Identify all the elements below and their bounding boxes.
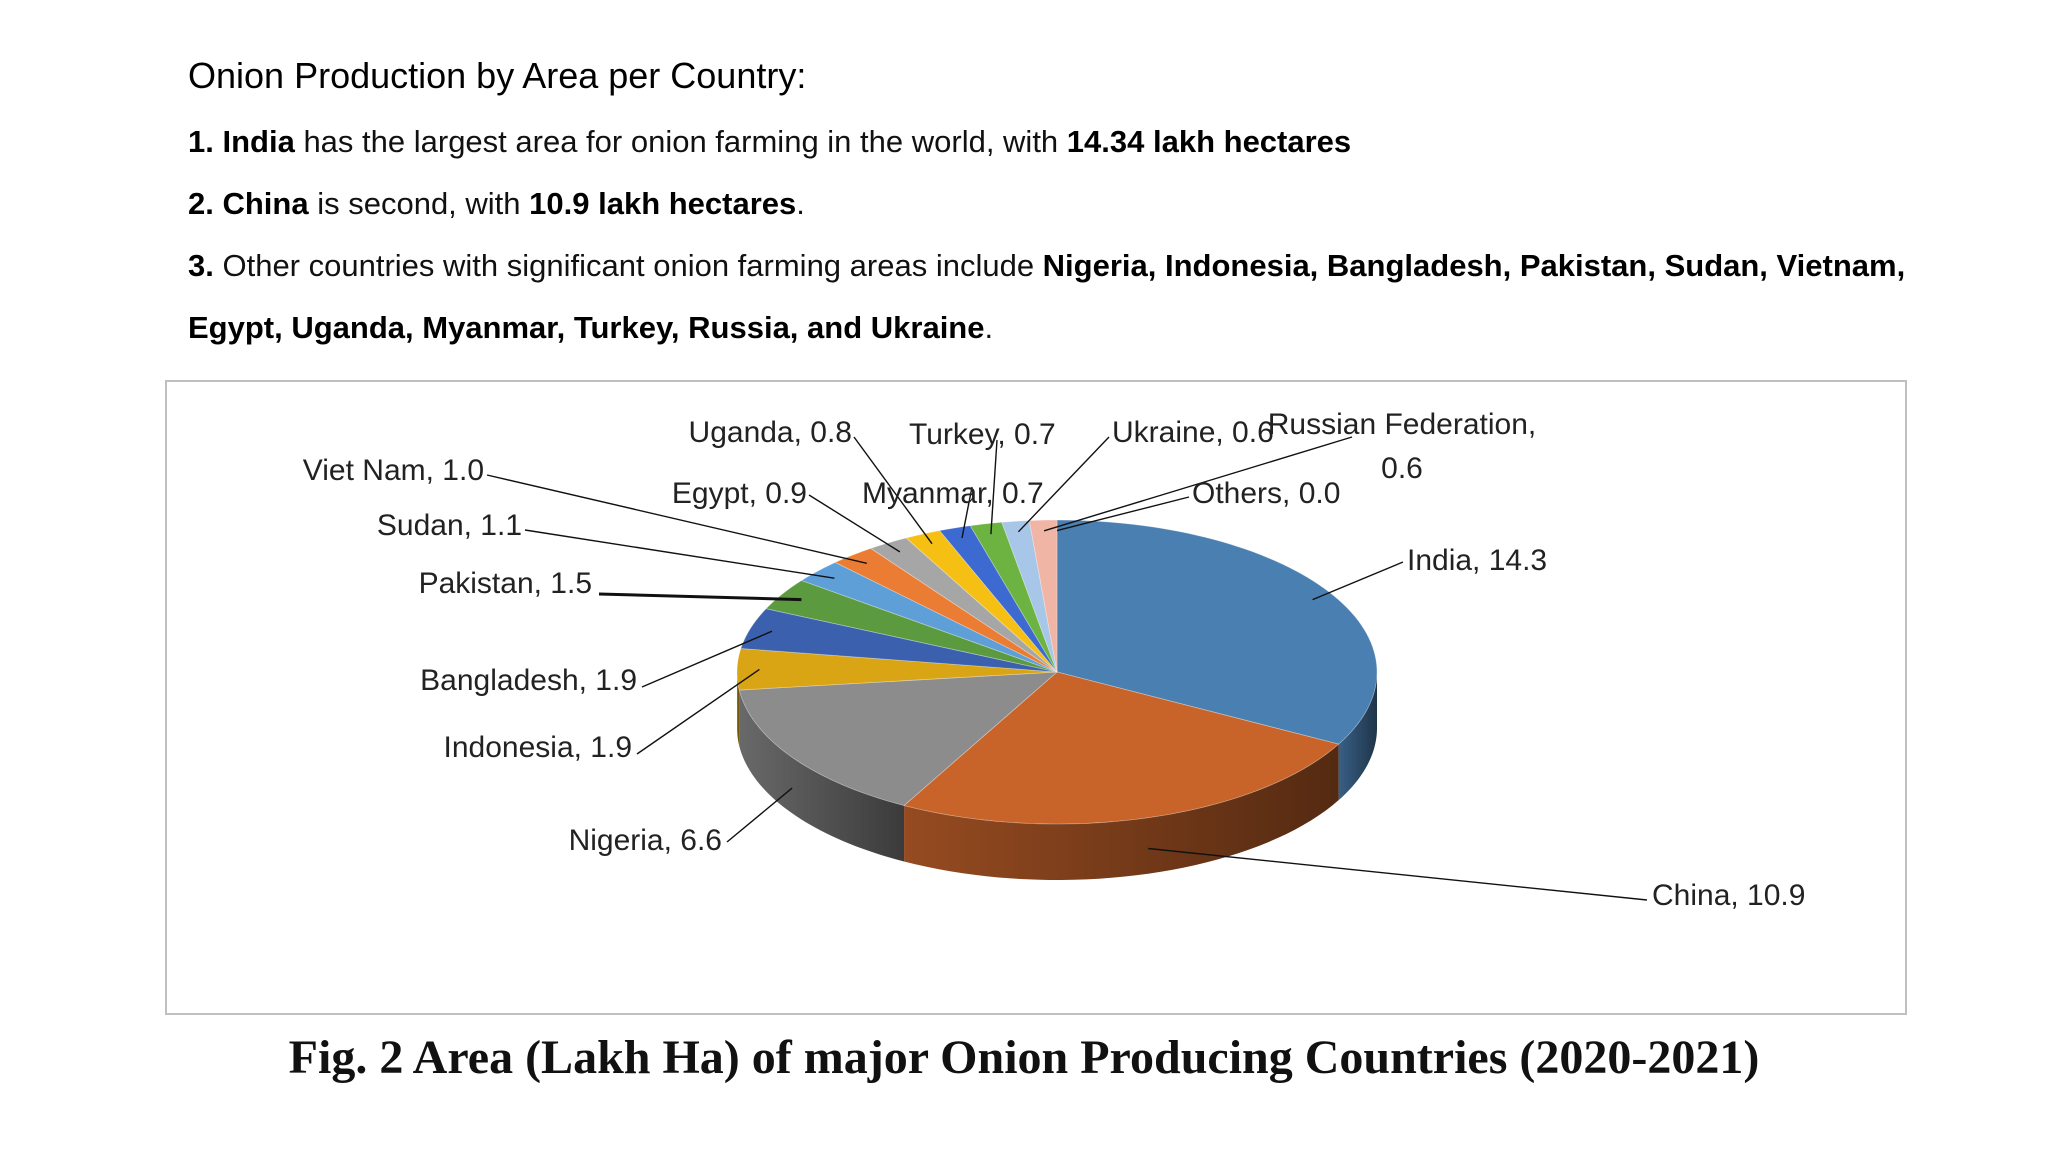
- pie-slice-egypt: [869, 537, 1058, 673]
- pie-slice-sudan: [800, 561, 1058, 673]
- leader-line-nigeria: [726, 787, 793, 843]
- pie-slice-indonesia: [736, 648, 1058, 691]
- data-label-india: India, 14.3: [1407, 544, 1547, 577]
- pie-side-nigeria: [739, 690, 905, 862]
- point-2-tail: .: [796, 186, 805, 221]
- pie-slices: [736, 519, 1378, 825]
- data-label-russian-federation: Russian Federation,: [1268, 408, 1536, 441]
- point-3-number: 3.: [188, 248, 214, 283]
- leader-line-pakistan: [598, 592, 802, 602]
- pie-slice-nigeria: [738, 671, 1059, 806]
- chart-frame: India, 14.3 China, 10.9 Nigeria, 6.6 Indone…: [165, 380, 1907, 1015]
- pie-slice-viet-nam: [834, 547, 1058, 673]
- leader-line-china: [1148, 847, 1648, 901]
- pie-slice-pakistan: [765, 580, 1058, 673]
- pie-side-indonesia: [737, 672, 740, 747]
- data-label-bangladesh: Bangladesh, 1.9: [420, 664, 637, 697]
- leader-line-bangladesh: [641, 630, 773, 688]
- point-3: 3. Other countries with significant onio…: [188, 244, 1905, 288]
- data-label-myanmar: Myanmar, 0.7: [862, 477, 1044, 510]
- data-label-china: China, 10.9: [1652, 879, 1805, 912]
- data-label-uganda: Uganda, 0.8: [689, 416, 852, 449]
- leader-line-viet-nam: [486, 474, 867, 564]
- point-2-text: is second, with: [308, 186, 530, 221]
- leader-line-myanmar: [961, 486, 973, 539]
- data-label-pakistan: Pakistan, 1.5: [419, 567, 592, 600]
- leader-line-ukraine: [1017, 436, 1110, 533]
- leader-line-india: [1312, 561, 1404, 601]
- point-2: 2. China is second, with 10.9 lakh hecta…: [188, 182, 805, 226]
- leader-line-sudan: [524, 529, 835, 579]
- data-label-egypt: Egypt, 0.9: [672, 477, 807, 510]
- leader-line-indonesia: [636, 668, 760, 755]
- leader-line-uganda: [853, 436, 933, 545]
- pie-side-walls: [737, 672, 1377, 880]
- point-1-number: 1.: [188, 124, 214, 159]
- leader-line-turkey: [990, 439, 998, 535]
- point-1-country: India: [222, 124, 295, 159]
- leader-line-others: [1056, 496, 1190, 532]
- figure-caption: Fig. 2 Area (Lakh Ha) of major Onion Pro…: [288, 1031, 1760, 1084]
- point-1-text: has the largest area for onion farming i…: [294, 124, 1067, 159]
- leader-line-russian-federation: [1043, 436, 1353, 532]
- point-3-countries: Nigeria, Indonesia, Bangladesh, Pakistan…: [1042, 248, 1906, 283]
- pie-side-china: [904, 744, 1339, 880]
- data-label-russian-federation-value: 0.6: [1381, 452, 1423, 485]
- data-label-indonesia: Indonesia, 1.9: [444, 731, 632, 764]
- point-3-tail: .: [984, 310, 994, 345]
- pie-labels: India, 14.3 China, 10.9 Nigeria, 6.6 Indone…: [303, 408, 1806, 912]
- data-label-sudan: Sudan, 1.1: [377, 509, 522, 542]
- point-1-area: 14.34 lakh hectares: [1066, 124, 1352, 159]
- page-heading: Onion Production by Area per Country:: [188, 55, 807, 96]
- point-3-countries-2: Egypt, Uganda, Myanmar, Turkey, Russia, …: [188, 310, 985, 345]
- data-label-others: Others, 0.0: [1192, 477, 1340, 510]
- leader-line-egypt: [808, 494, 901, 553]
- pie-slice-china: [903, 671, 1340, 825]
- data-label-turkey: Turkey, 0.7: [909, 418, 1056, 451]
- point-3-text: Other countries with significant onion f…: [213, 248, 1043, 283]
- pie-chart: India, 14.3 China, 10.9 Nigeria, 6.6 Indone…: [303, 408, 1806, 912]
- pie-slice-india: [1056, 519, 1378, 745]
- point-1: 1. India has the largest area for onion …: [188, 120, 1351, 164]
- data-label-viet-nam: Viet Nam, 1.0: [303, 454, 484, 487]
- point-2-country: China: [222, 186, 309, 221]
- point-2-number: 2.: [188, 186, 214, 221]
- data-label-nigeria: Nigeria, 6.6: [569, 824, 722, 857]
- data-label-ukraine: Ukraine, 0.6: [1112, 416, 1274, 449]
- pie-side-india: [1338, 672, 1377, 801]
- point-2-area: 10.9 lakh hectares: [529, 186, 797, 221]
- point-3-continued: Egypt, Uganda, Myanmar, Turkey, Russia, …: [188, 306, 993, 350]
